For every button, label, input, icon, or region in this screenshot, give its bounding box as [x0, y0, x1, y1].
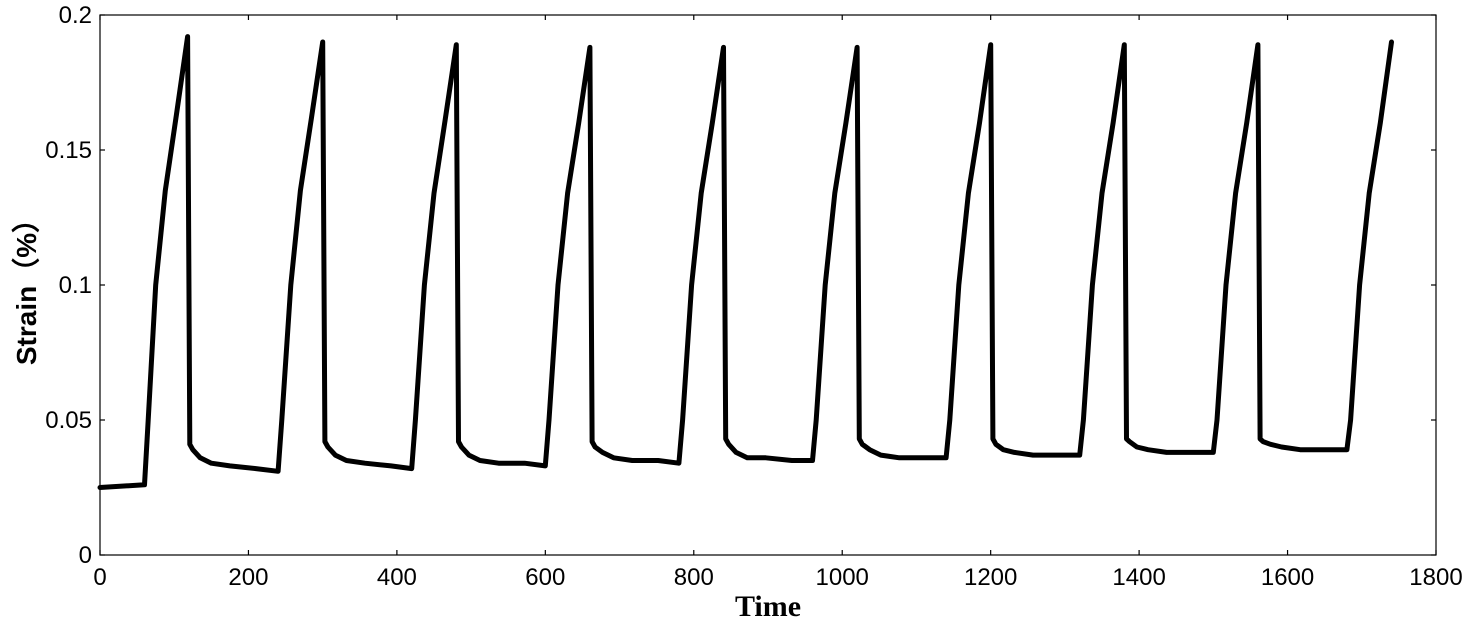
x-tick-label: 1000: [816, 564, 869, 591]
x-tick-label: 1800: [1409, 564, 1462, 591]
y-tick-label: 0.1: [59, 272, 92, 299]
y-tick-label: 0.05: [45, 407, 92, 434]
plot-frame: [99, 14, 1437, 556]
strain-series-line: [97, 34, 1394, 490]
y-tick-label: 0: [79, 542, 92, 569]
y-tick-label: 0.15: [45, 137, 92, 164]
x-axis-label: Time: [735, 590, 801, 623]
x-tick-label: 600: [525, 564, 565, 591]
x-tick-label: 1400: [1112, 564, 1165, 591]
x-tick-label: 200: [228, 564, 268, 591]
x-tick-label: 0: [93, 564, 106, 591]
x-tick-label: 400: [377, 564, 417, 591]
y-axis-label: Strain（%）: [10, 205, 42, 365]
x-tick-label: 800: [674, 564, 714, 591]
x-tick-label: 1200: [964, 564, 1017, 591]
y-tick-label: 0.2: [59, 2, 92, 29]
x-tick-label: 1600: [1261, 564, 1314, 591]
